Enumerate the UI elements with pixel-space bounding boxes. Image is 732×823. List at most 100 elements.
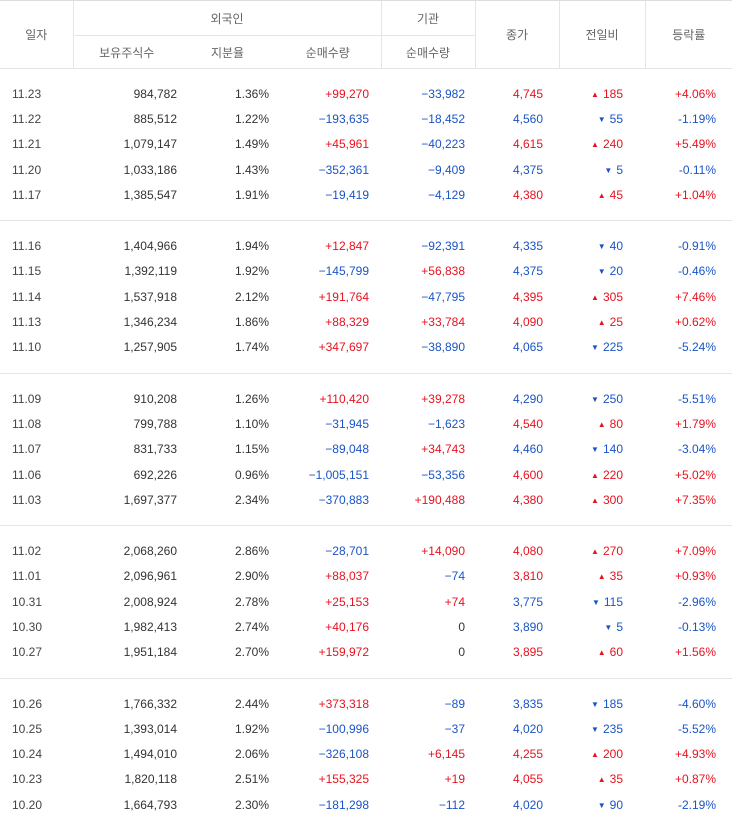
cell-change-value: 220 [602, 467, 623, 482]
header-foreign-net: 순매수량 [275, 35, 381, 69]
cell-holdings: 1,697,377 [123, 492, 177, 507]
cell-change-value: 115 [603, 594, 623, 609]
cell-close: 4,020 [512, 797, 543, 812]
cell-date: 10.27 [12, 645, 43, 660]
cell-foreign-net: −352,361 [318, 162, 369, 177]
triangle-down-icon: ▼ [591, 597, 600, 607]
table-row: 11.10 1,257,905 1.74% +347,697 −38,890 4,065 ▼… [0, 335, 732, 360]
cell-rate: +7.35% [674, 492, 716, 507]
triangle-down-icon: ▼ [604, 165, 613, 175]
cell-close: 4,080 [512, 544, 543, 559]
cell-inst-net: +14,090 [421, 544, 465, 559]
table-row: 11.13 1,346,234 1.86% +88,329 +33,784 4,090 ▲ 2… [0, 309, 732, 334]
cell-change-value: 80 [609, 416, 623, 431]
triangle-down-icon: ▼ [591, 445, 599, 455]
cell-close: 4,615 [512, 137, 543, 152]
cell-inst-net: −38,890 [421, 340, 465, 355]
cell-close: 4,745 [512, 86, 543, 101]
cell-change-value: 140 [602, 442, 623, 457]
cell-inst-net: −89 [444, 696, 465, 711]
cell-change-value: 45 [609, 187, 623, 202]
header-inst-net: 순매수량 [380, 35, 475, 69]
cell-change: ▼ 225 [559, 335, 645, 360]
cell-rate: -3.04% [677, 442, 716, 457]
cell-date: 10.23 [12, 772, 43, 787]
cell-change-value: 5 [616, 619, 623, 634]
header-close: 종가 [474, 0, 559, 69]
cell-change-value: 60 [609, 645, 623, 660]
triangle-down-icon: ▼ [591, 699, 599, 709]
cell-rate: +4.93% [674, 747, 716, 762]
cell-date: 11.01 [12, 569, 42, 584]
cell-ratio: 1.92% [234, 264, 269, 279]
cell-date: 11.20 [12, 162, 42, 177]
cell-close: 4,460 [512, 442, 543, 457]
cell-date: 10.30 [12, 619, 43, 634]
cell-foreign-net: −326,108 [318, 747, 369, 762]
cell-rate: -0.46% [677, 264, 716, 279]
cell-holdings: 2,096,961 [123, 569, 177, 584]
table-row: 10.24 1,494,010 2.06% −326,108 +6,145 4,255 ▲ 2… [0, 742, 732, 767]
cell-inst-net: 0 [458, 619, 465, 634]
cell-ratio: 1.36% [234, 86, 269, 101]
cell-holdings: 1,820,118 [124, 772, 178, 787]
cell-foreign-net: −193,635 [318, 111, 369, 126]
cell-rate: +1.79% [674, 416, 716, 431]
group-spacer [0, 678, 732, 691]
cell-change: ▲ 35 [559, 767, 645, 792]
cell-change-value: 25 [609, 315, 623, 330]
header-date: 일자 [0, 0, 73, 69]
cell-change-value: 5 [616, 162, 623, 177]
cell-inst-net: +19 [444, 772, 465, 787]
cell-foreign-net: +191,764 [318, 289, 369, 304]
triangle-down-icon: ▼ [597, 114, 606, 124]
cell-inst-net: +190,488 [414, 492, 465, 507]
cell-change-value: 305 [602, 289, 623, 304]
cell-ratio: 2.06% [234, 747, 269, 762]
cell-rate: +4.06% [674, 86, 716, 101]
triangle-down-icon: ▼ [591, 724, 599, 734]
table-row: 10.20 1,664,793 2.30% −181,298 −112 4,020 ▼ 90 -… [0, 792, 732, 817]
cell-rate: -5.52% [677, 721, 716, 736]
table-row: 11.08 799,788 1.10% −31,945 −1,623 4,540 ▲ 80 +1… [0, 411, 732, 436]
cell-change-value: 270 [602, 544, 623, 559]
cell-ratio: 1.49% [234, 137, 269, 152]
cell-foreign-net: −19,419 [325, 187, 369, 202]
cell-foreign-net: +88,037 [325, 569, 369, 584]
cell-foreign-net: −100,996 [318, 721, 369, 736]
cell-change: ▼ 185 [559, 691, 645, 716]
cell-close: 3,890 [512, 619, 543, 634]
cell-rate: +5.02% [674, 467, 716, 482]
cell-close: 4,090 [512, 315, 543, 330]
cell-change: ▲ 185 [559, 81, 645, 106]
group-spacer [0, 221, 732, 234]
table-header: 일자 외국인 기관 종가 전일비 등락률 보유주식수 지분율 순매수량 순매수량 [0, 0, 732, 69]
cell-close: 4,375 [512, 162, 543, 177]
cell-rate: +1.04% [674, 187, 716, 202]
cell-inst-net: −1,623 [427, 416, 465, 431]
triangle-up-icon: ▲ [597, 419, 606, 429]
cell-inst-net: −9,409 [427, 162, 465, 177]
cell-ratio: 2.74% [234, 619, 269, 634]
cell-change-value: 240 [602, 137, 623, 152]
cell-holdings: 831,733 [133, 442, 177, 457]
cell-foreign-net: +347,697 [318, 340, 369, 355]
cell-holdings: 984,782 [133, 86, 177, 101]
cell-rate: -5.51% [677, 391, 716, 406]
cell-date: 11.15 [12, 264, 42, 279]
cell-ratio: 2.70% [234, 645, 269, 660]
cell-foreign-net: −31,945 [325, 416, 369, 431]
cell-change: ▼ 5 [559, 157, 645, 182]
cell-ratio: 2.44% [234, 696, 269, 711]
cell-rate: +0.87% [674, 772, 716, 787]
cell-date: 11.09 [12, 391, 42, 406]
cell-close: 4,255 [512, 747, 543, 762]
cell-date: 10.25 [12, 721, 43, 736]
cell-rate: -1.19% [677, 111, 716, 126]
cell-date: 11.07 [12, 442, 42, 457]
cell-holdings: 1,494,010 [123, 747, 177, 762]
cell-close: 4,020 [512, 721, 543, 736]
table-row: 11.07 831,733 1.15% −89,048 +34,743 4,460 ▼ 140… [0, 437, 732, 462]
cell-date: 11.22 [12, 111, 42, 126]
cell-foreign-net: +159,972 [318, 645, 369, 660]
